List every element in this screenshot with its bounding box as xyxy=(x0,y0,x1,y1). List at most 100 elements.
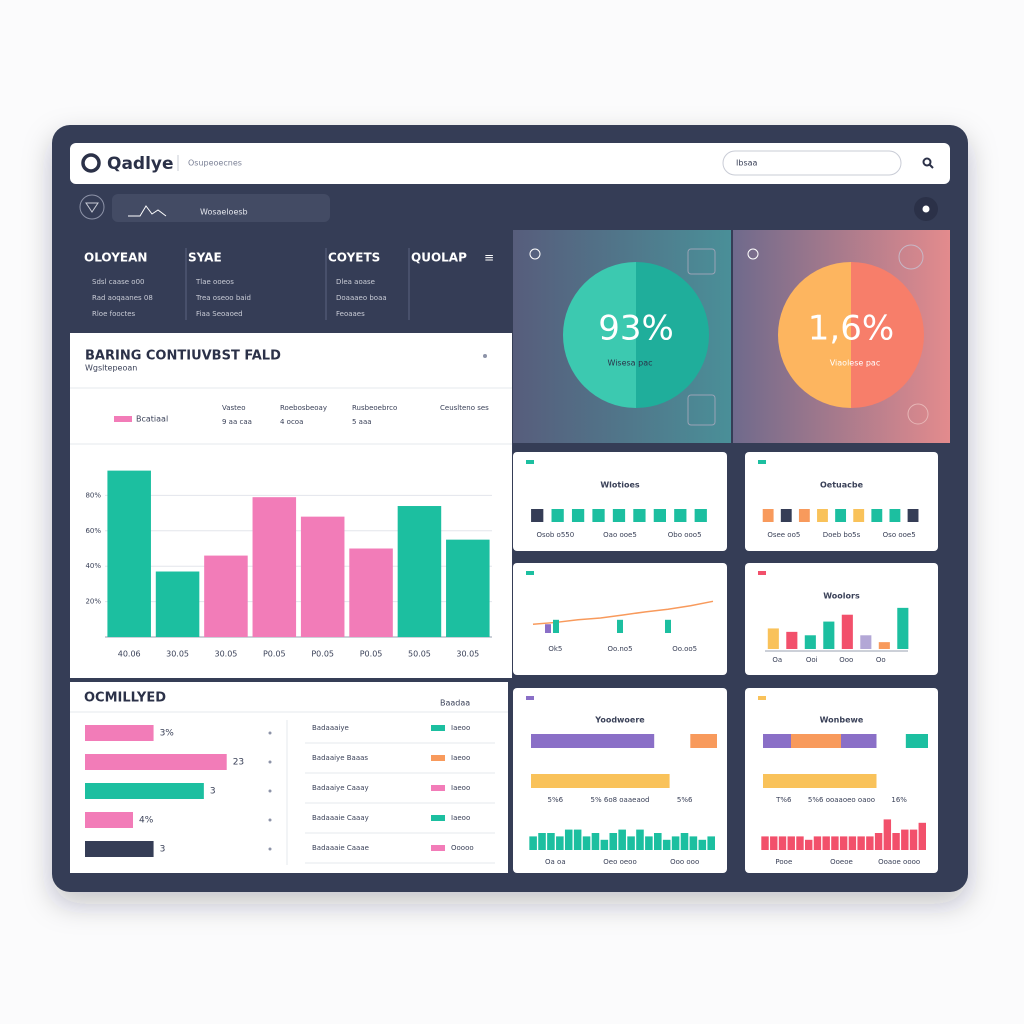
nav-pill[interactable] xyxy=(112,194,330,222)
table-swatch xyxy=(431,845,445,851)
table-value: Ooooo xyxy=(451,844,474,852)
column-label: Rusbeoebrco xyxy=(352,404,397,412)
y-tick-label: 40% xyxy=(85,562,101,570)
x-tick-label: 30.05 xyxy=(456,650,479,659)
mini-bar xyxy=(665,619,671,633)
x-tick-label: 30.05 xyxy=(214,650,237,659)
stats-panel xyxy=(70,230,512,330)
mini-bar xyxy=(612,509,626,522)
hbar-label: 4% xyxy=(139,816,154,826)
widget-legend xyxy=(526,571,534,575)
hbar-label: 3 xyxy=(160,845,166,855)
hbar xyxy=(763,774,877,788)
mini-bar xyxy=(573,829,582,850)
mini-bar xyxy=(556,836,564,850)
stat-row: Trea oseoo baid xyxy=(195,294,251,302)
table-swatch xyxy=(431,785,445,791)
menu-button[interactable] xyxy=(79,194,105,220)
mini-bar xyxy=(787,836,795,850)
stat-row: Doaaaeo boaa xyxy=(336,294,387,302)
table-swatch xyxy=(431,725,445,731)
hbar xyxy=(531,734,655,748)
stat-row: Sdsl caase o00 xyxy=(92,278,145,286)
mini-label: Oa xyxy=(772,656,782,664)
dot xyxy=(268,731,272,735)
table-swatch xyxy=(431,815,445,821)
legend-label: Bcatiaal xyxy=(136,415,168,424)
bar xyxy=(349,548,393,637)
bar xyxy=(252,497,297,637)
mini-bar xyxy=(871,509,883,522)
kpi-button[interactable] xyxy=(898,244,924,270)
stat-menu[interactable]: ≡ xyxy=(484,251,494,265)
mini-bar xyxy=(571,509,585,522)
mini-bar xyxy=(547,833,555,850)
table-name: Badaaaie Caaay xyxy=(312,814,369,822)
column-label: 4 ocoa xyxy=(280,418,303,426)
kpi-caption: Viaolese pac xyxy=(830,359,880,368)
main-chart-subtitle: Wgsltepeoan xyxy=(85,364,137,373)
mini-bar xyxy=(762,509,774,522)
mini-bar xyxy=(918,822,926,850)
panel-menu[interactable] xyxy=(483,354,487,358)
mini-label: Ok5 xyxy=(548,645,562,653)
ranking-menu[interactable]: Baadaa xyxy=(440,699,470,708)
search-box[interactable] xyxy=(722,150,902,176)
bar xyxy=(397,506,442,637)
hbar-label: 3% xyxy=(160,729,175,739)
widget-card xyxy=(513,452,727,551)
widget-title: Wlotioes xyxy=(600,481,640,490)
mini-bar xyxy=(798,509,810,522)
table-value: Iaeoo xyxy=(451,724,470,732)
mini-bar xyxy=(866,836,874,850)
mini-bar xyxy=(796,836,804,850)
mini-bar xyxy=(582,836,591,850)
column-label: Roebosbeoay xyxy=(280,404,327,412)
mini-bar xyxy=(609,833,618,850)
mini-line xyxy=(532,600,714,625)
stat-row: Dlea aoase xyxy=(336,278,375,286)
kpi-value: 93% xyxy=(598,309,674,349)
bar xyxy=(155,571,200,637)
mini-label: Ooi xyxy=(806,656,818,664)
mini-bar xyxy=(545,624,551,633)
mini-bar xyxy=(804,635,816,649)
search-icon-handle xyxy=(928,163,934,169)
mini-bar xyxy=(848,836,857,850)
mini-bar xyxy=(531,509,544,522)
kpi-icon xyxy=(529,248,541,260)
mini-bar xyxy=(841,614,853,649)
mini-bar xyxy=(823,621,835,649)
mini-label: Obo ooo5 xyxy=(668,531,702,539)
hbar xyxy=(531,774,670,788)
mini-label: Oo.oo5 xyxy=(672,645,697,653)
y-tick-label: 20% xyxy=(85,598,101,606)
kpi-button[interactable] xyxy=(687,394,716,426)
mini-label: Doeb bo5s xyxy=(823,531,861,539)
x-tick-label: P0.05 xyxy=(311,650,334,659)
mini-bar xyxy=(591,833,600,850)
widget-legend xyxy=(758,571,766,575)
widget-card xyxy=(745,452,938,551)
kpi-button[interactable] xyxy=(687,248,716,275)
kpi-value: 1,6% xyxy=(808,309,894,349)
kpi-button[interactable] xyxy=(907,403,929,425)
mini-label: Oeo oeoo xyxy=(603,858,636,866)
hbar xyxy=(905,734,928,748)
mini-label: Oo xyxy=(876,656,886,664)
mini-label: Pooe xyxy=(775,858,792,866)
dot xyxy=(268,847,272,851)
kpi-ring xyxy=(563,262,636,408)
x-tick-label: 40.06 xyxy=(118,650,141,659)
stat-row: Rad aoqaanes 08 xyxy=(92,294,153,302)
search-icon[interactable] xyxy=(922,157,932,167)
mini-bar xyxy=(853,509,865,522)
mini-bar xyxy=(831,836,839,850)
kpi-ring xyxy=(851,262,924,408)
widget-legend xyxy=(526,696,534,700)
mini-label: 5%6 ooaaoeo oaoo xyxy=(808,796,875,804)
dot xyxy=(268,760,272,764)
mini-bar xyxy=(698,839,707,850)
mini-bar xyxy=(786,631,798,649)
